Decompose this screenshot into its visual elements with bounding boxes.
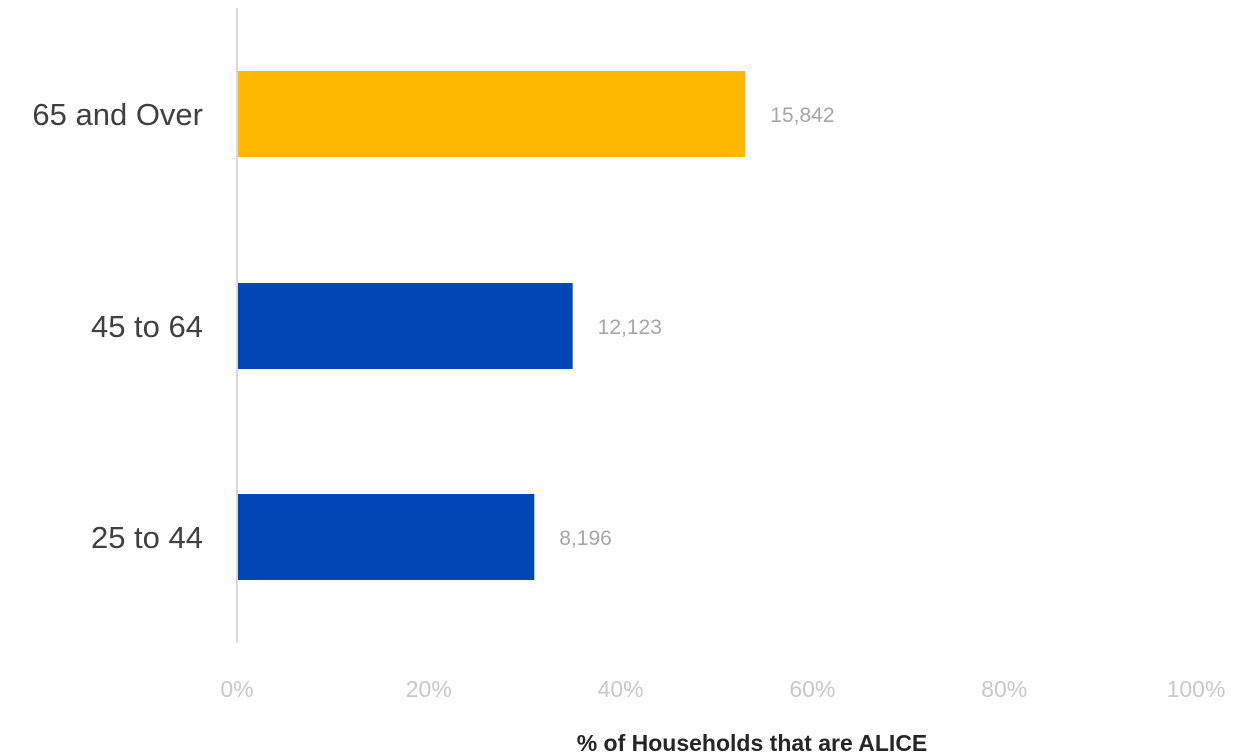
data-label-65-and-over: 15,842 [770,104,834,127]
bar-45-to-64 [238,283,573,369]
data-labels: 15,842 12,123 8,196 [559,104,834,550]
x-tick-label: 60% [789,676,835,702]
data-label-45-to-64: 12,123 [598,316,662,339]
category-label-45-to-64: 45 to 64 [91,309,203,344]
category-label-25-to-44: 25 to 44 [91,520,203,555]
bar-25-to-44 [238,494,535,580]
x-tick-label: 80% [981,676,1027,702]
x-tick-label: 0% [220,676,253,702]
x-tick-label: 20% [406,676,452,702]
bar-65-and-over [238,71,746,157]
data-label-25-to-44: 8,196 [559,527,612,550]
x-tick-label: 100% [1167,676,1226,702]
x-axis-title: % of Households that are ALICE [577,730,928,755]
x-tick-label: 40% [598,676,644,702]
x-tick-labels: 0% 20% 40% 60% 80% 100% [220,676,1225,702]
category-labels: 65 and Over 45 to 64 25 to 44 [32,97,203,555]
category-label-65-and-over: 65 and Over [32,97,203,132]
bars-layer [238,71,746,580]
